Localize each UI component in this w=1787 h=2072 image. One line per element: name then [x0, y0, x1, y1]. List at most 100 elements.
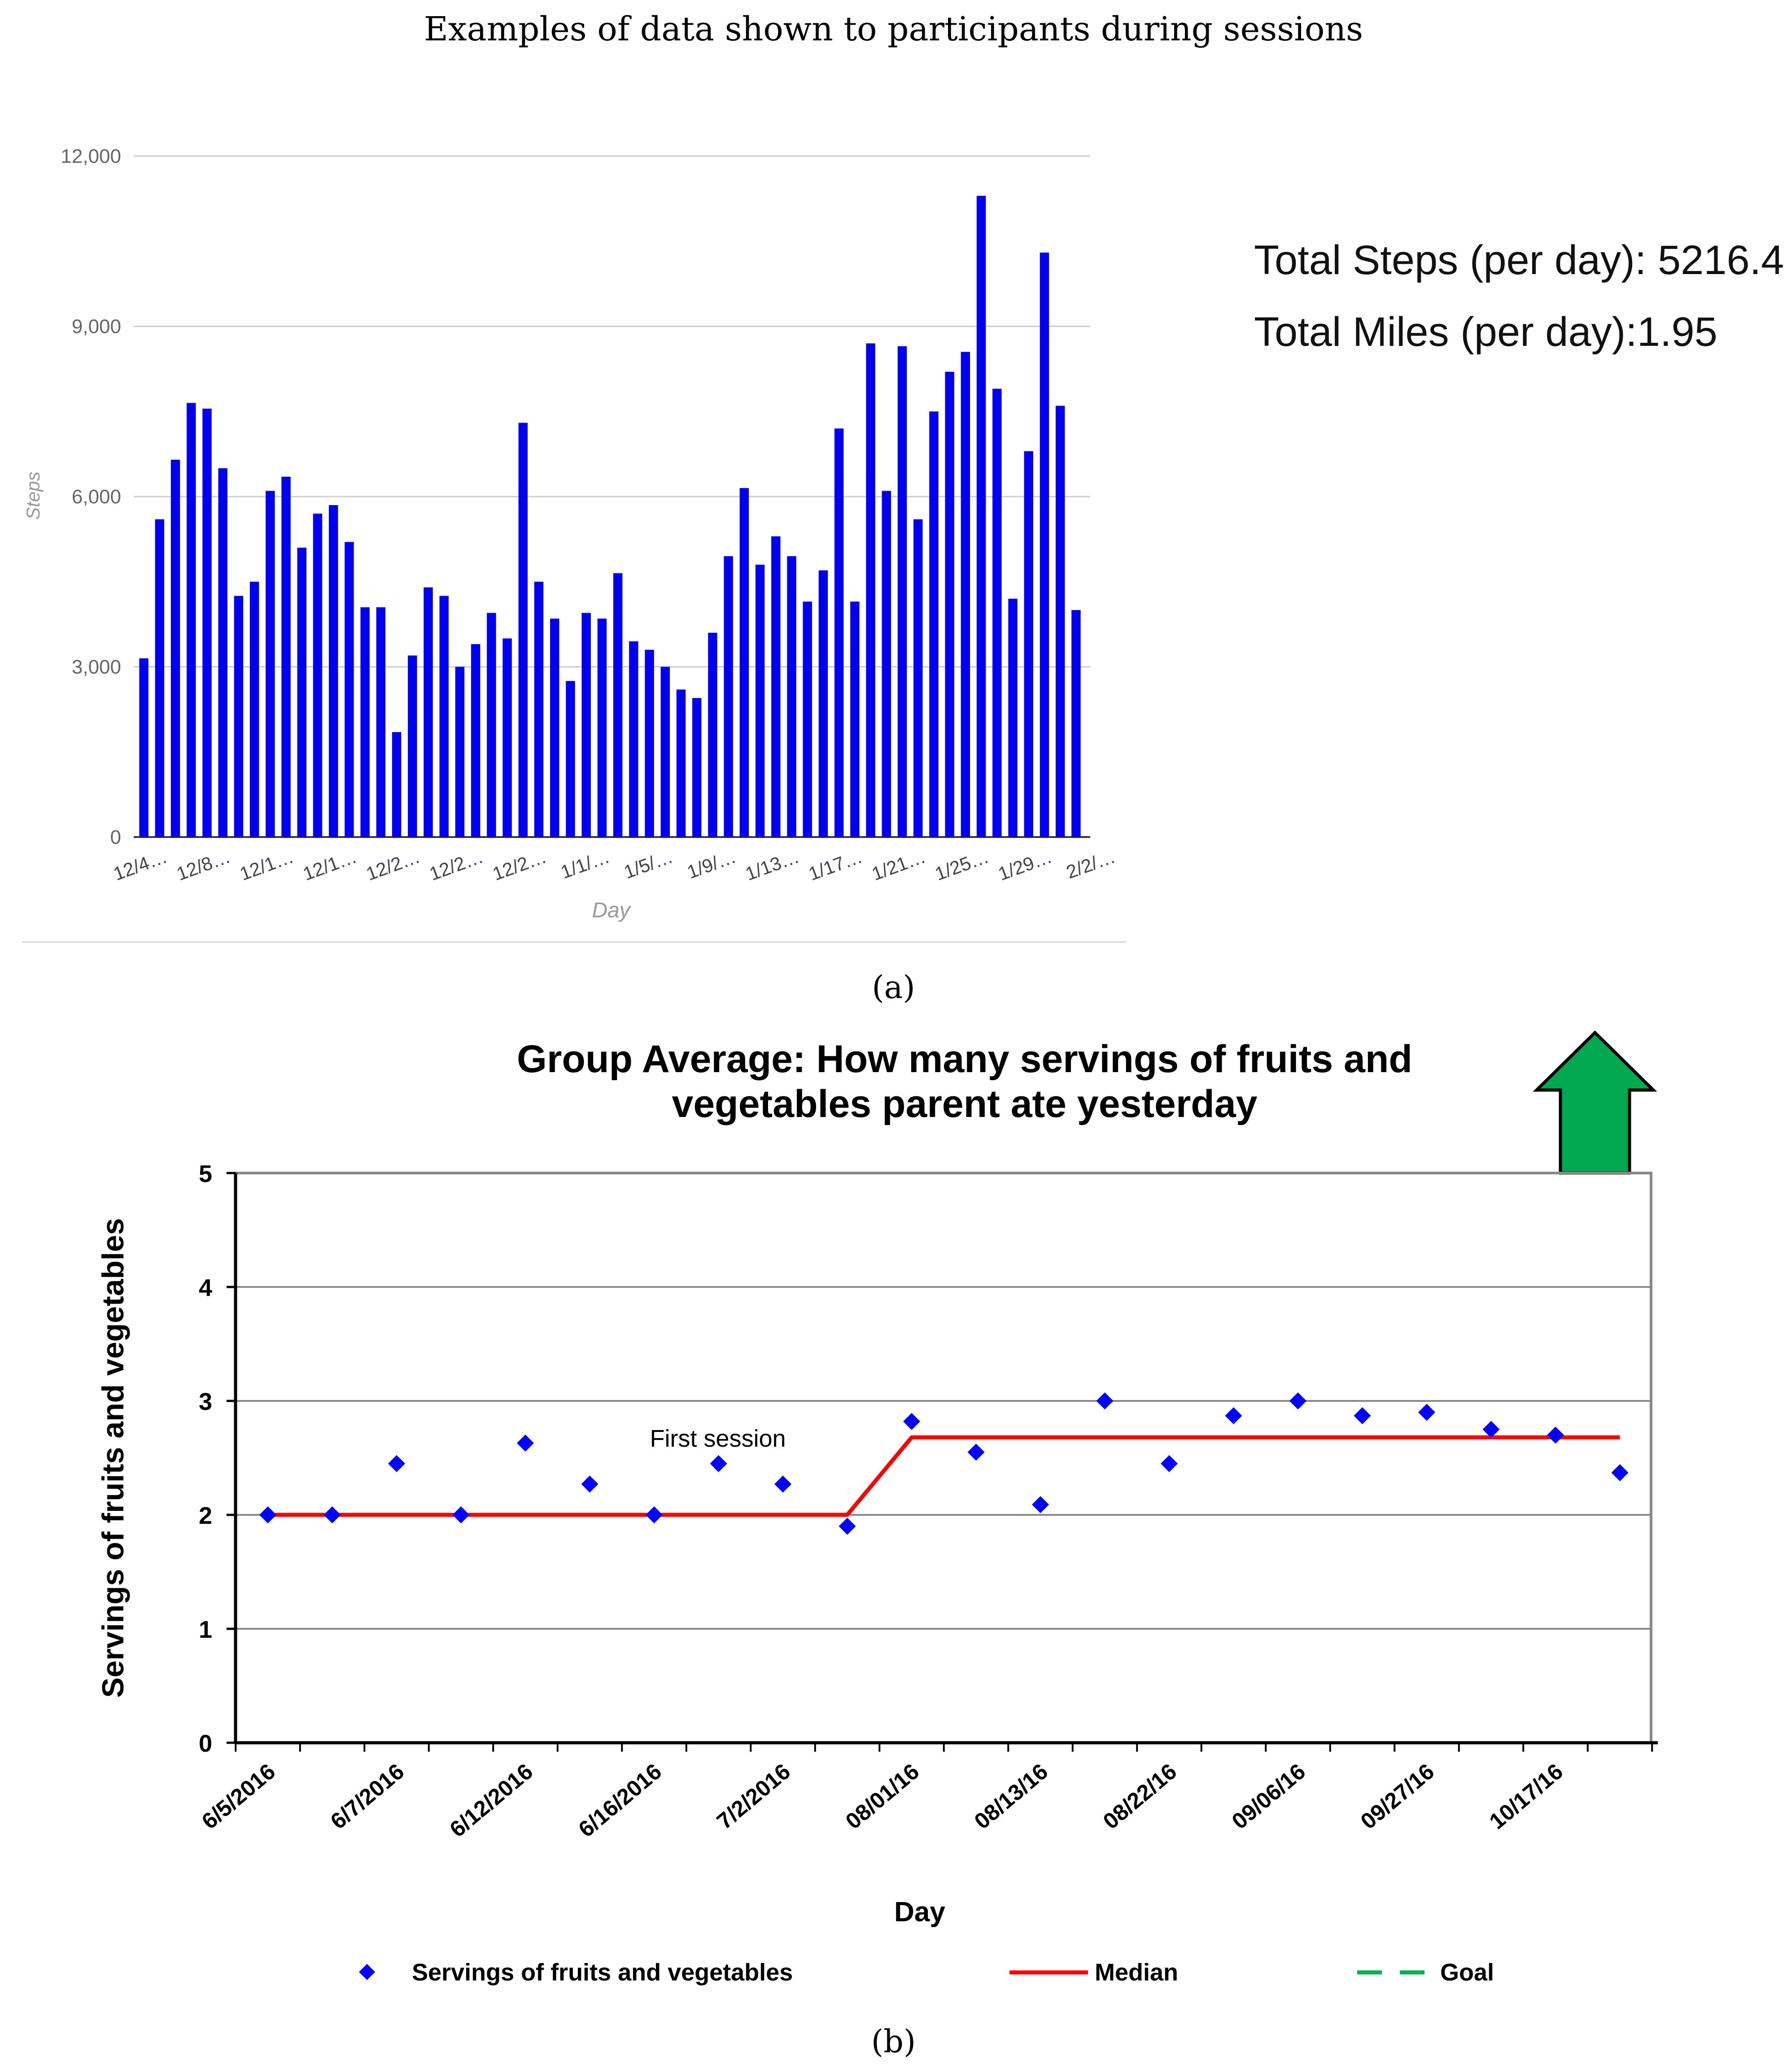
steps-bar — [518, 423, 528, 837]
servings-data-point — [903, 1413, 920, 1430]
servings-x-tick-label: 7/2/2016 — [712, 1759, 795, 1834]
steps-bar — [945, 371, 954, 838]
servings-data-point — [646, 1506, 663, 1523]
steps-x-tick-label: 12/4… — [110, 846, 170, 884]
steps-y-tick-label: 3,000 — [72, 656, 121, 678]
steps-bar — [360, 607, 370, 837]
steps-x-tick-label: 12/1… — [300, 846, 359, 884]
servings-x-tick-label: 6/5/2016 — [197, 1759, 280, 1834]
servings-data-point — [1611, 1464, 1629, 1482]
steps-x-tick-label: 1/25… — [932, 846, 992, 884]
steps-bar — [424, 587, 433, 837]
servings-data-point — [1032, 1496, 1049, 1514]
steps-bar — [408, 655, 417, 837]
steps-bar — [266, 491, 275, 837]
steps-bar — [328, 505, 338, 837]
steps-bar — [566, 681, 575, 837]
steps-bar — [455, 667, 465, 837]
servings-chart-title-line-1: Group Average: How many servings of frui… — [517, 1038, 1412, 1081]
servings-data-point — [967, 1444, 985, 1461]
steps-x-tick-label: 12/2… — [427, 846, 486, 884]
steps-y-tick-label: 6,000 — [72, 486, 121, 508]
steps-bar — [803, 602, 812, 837]
servings-y-tick-label: 4 — [199, 1274, 212, 1301]
steps-x-tick-label: 12/2… — [490, 846, 549, 884]
steps-x-axis-label: Day — [592, 899, 631, 922]
steps-bar — [392, 732, 402, 837]
servings-x-tick-label: 09/06/16 — [1227, 1759, 1310, 1834]
steps-bar — [234, 596, 244, 837]
steps-bar — [170, 459, 180, 837]
steps-bar — [249, 581, 259, 837]
servings-y-tick-label: 1 — [199, 1616, 212, 1643]
steps-bar — [281, 476, 291, 837]
steps-bar — [581, 613, 591, 837]
steps-x-tick-label: 12/8… — [174, 846, 233, 884]
first-session-annotation: First session — [650, 1425, 786, 1452]
servings-data-point — [839, 1518, 856, 1535]
steps-bar — [1055, 406, 1065, 837]
servings-y-tick-label: 3 — [199, 1388, 212, 1415]
steps-bar — [692, 698, 702, 837]
figure-label-b: (b) — [871, 2023, 916, 2060]
servings-y-tick-label: 0 — [199, 1730, 212, 1757]
steps-bar — [597, 618, 607, 837]
steps-x-tick-label: 1/29… — [995, 846, 1054, 884]
servings-x-tick-label: 08/01/16 — [841, 1759, 924, 1834]
legend-label-median: Median — [1095, 1959, 1178, 1986]
servings-x-tick-label: 6/16/2016 — [574, 1759, 666, 1842]
steps-bar — [550, 618, 559, 837]
steps-bar — [976, 196, 986, 837]
steps-bar — [1024, 451, 1033, 837]
figure-title: Examples of data shown to participants d… — [424, 10, 1363, 48]
total-miles-text: Total Miles (per day):1.95 — [1254, 309, 1717, 355]
steps-bar — [834, 428, 844, 837]
steps-x-tick-label: 1/13… — [743, 846, 802, 884]
servings-data-point — [323, 1506, 341, 1523]
servings-data-point — [1418, 1404, 1435, 1421]
steps-x-tick-label: 1/9/… — [684, 846, 738, 882]
servings-x-tick-label: 6/7/2016 — [326, 1759, 409, 1834]
steps-bar — [345, 542, 354, 837]
servings-data-point — [1547, 1426, 1564, 1444]
steps-bar — [913, 519, 923, 837]
steps-x-tick-label: 2/2/… — [1063, 846, 1118, 882]
steps-bar — [992, 388, 1002, 837]
legend-label-servings: Servings of fruits and vegetables — [412, 1959, 793, 1986]
steps-bar — [313, 513, 323, 837]
servings-data-point — [1354, 1407, 1371, 1425]
steps-bar — [961, 352, 970, 837]
servings-x-tick-label: 09/27/16 — [1356, 1759, 1439, 1834]
steps-y-axis-label: Steps — [22, 471, 44, 519]
servings-data-point — [388, 1455, 405, 1472]
servings-x-tick-label: 10/17/16 — [1485, 1759, 1568, 1834]
steps-bar — [645, 650, 654, 837]
servings-plot-area — [234, 1172, 1652, 1744]
servings-data-point — [1096, 1392, 1114, 1409]
steps-bar — [739, 488, 749, 837]
steps-bar — [724, 556, 733, 837]
steps-bar — [139, 658, 149, 837]
steps-bar — [1040, 253, 1049, 837]
servings-legend: Servings of fruits and vegetables Median… — [359, 1959, 1494, 1986]
steps-bar — [708, 633, 717, 837]
servings-x-axis-label: Day — [894, 1897, 945, 1928]
steps-bar — [471, 644, 481, 837]
servings-y-axis-label: Servings of fruits and vegetables — [96, 1218, 130, 1697]
steps-x-tick-label: 12/1… — [237, 846, 296, 884]
steps-bar — [376, 607, 386, 837]
servings-data-point — [774, 1475, 791, 1493]
servings-data-point — [710, 1455, 727, 1472]
servings-scatter-chart: Group Average: How many servings of frui… — [96, 1030, 1658, 1986]
steps-x-tick-label: 1/21… — [869, 846, 928, 884]
steps-bar — [613, 573, 623, 837]
median-line — [268, 1435, 1620, 1517]
steps-bar — [155, 519, 165, 837]
steps-bar — [929, 411, 939, 837]
steps-bar — [771, 536, 781, 837]
servings-chart-title-line-2: vegetables parent ate yesterday — [672, 1082, 1258, 1125]
servings-data-point — [1161, 1455, 1178, 1472]
legend-label-goal: Goal — [1440, 1959, 1494, 1986]
servings-x-tick-label: 6/12/2016 — [445, 1759, 537, 1842]
